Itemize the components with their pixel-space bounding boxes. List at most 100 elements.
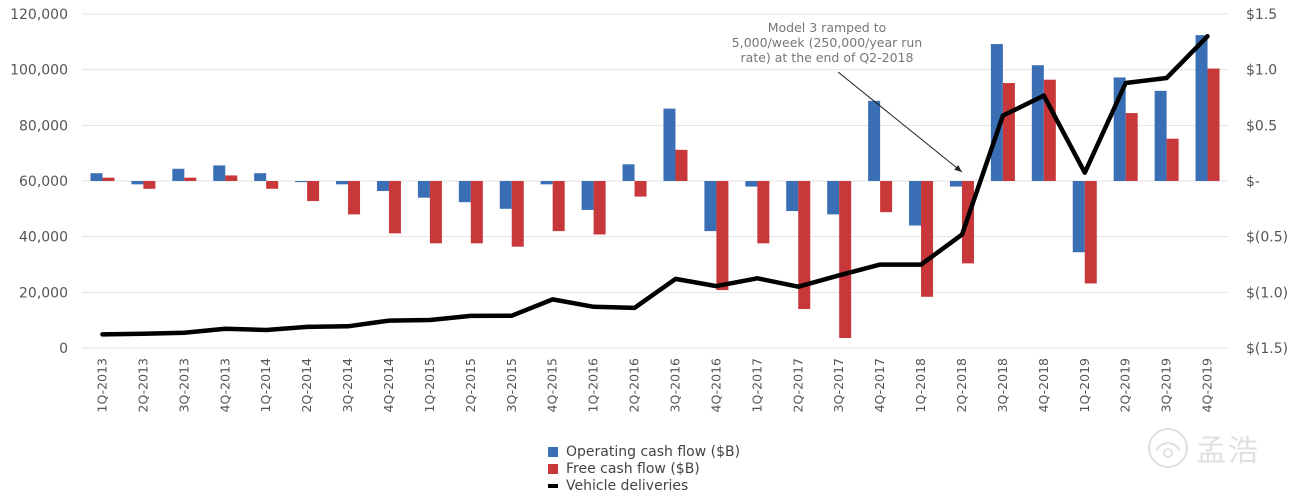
vehicle-deliveries-point	[264, 328, 269, 333]
legend-label-free: Free cash flow ($B)	[566, 460, 700, 477]
x-tick-label: 3Q-2015	[504, 358, 519, 412]
legend-label-deliveries: Vehicle deliveries	[566, 477, 689, 494]
x-tick-label: 3Q-2014	[340, 358, 355, 413]
x-tick-label: 3Q-2016	[667, 358, 682, 413]
chart-canvas: 020,00040,00060,00080,000100,000120,000 …	[10, 7, 1288, 413]
vehicle-deliveries-point	[346, 324, 351, 329]
operating-cash-flow-bar	[540, 181, 553, 185]
free-cash-flow-bar	[348, 181, 361, 215]
vehicle-deliveries-point	[182, 330, 187, 335]
right-tick-label: $-	[1246, 174, 1260, 190]
operating-cash-flow-bar	[868, 100, 881, 181]
x-tick-label: 3Q-2019	[1159, 358, 1174, 413]
deliveries-line-group	[100, 34, 1210, 337]
vehicle-deliveries-point	[796, 284, 801, 289]
free-cash-flow-bar	[593, 181, 606, 235]
operating-cash-flow-bar	[213, 165, 226, 181]
free-cash-flow-bar	[1207, 68, 1220, 181]
x-tick-label: 2Q-2018	[954, 358, 969, 413]
vehicle-deliveries-point	[1041, 93, 1046, 98]
free-cash-flow-bar	[1125, 113, 1138, 181]
operating-cash-flow-bar	[745, 181, 758, 187]
vehicle-deliveries-point	[305, 324, 310, 329]
free-cash-flow-bar	[1166, 138, 1179, 181]
x-tick-label: 2Q-2017	[790, 358, 805, 412]
vehicle-deliveries-line	[100, 34, 1210, 337]
legend-item-operating: Operating cash flow ($B)	[548, 443, 740, 460]
free-cash-flow-bar	[880, 181, 893, 213]
vehicle-deliveries-point	[223, 326, 228, 331]
operating-cash-flow-bar	[1072, 181, 1085, 253]
free-cash-flow-bar	[388, 181, 401, 234]
x-tick-label: 3Q-2017	[831, 358, 846, 412]
x-tick-label: 1Q-2017	[749, 358, 764, 412]
right-tick-label: $0.5	[1246, 118, 1277, 134]
vehicle-deliveries-point	[837, 273, 842, 278]
free-cash-flow-bar	[225, 175, 238, 181]
operating-cash-flow-bar	[295, 181, 308, 183]
x-tick-label: 4Q-2017	[872, 358, 887, 412]
vehicle-deliveries-point	[1205, 34, 1210, 39]
operating-cash-flow-bar	[909, 181, 922, 226]
watermark-text: 孟浩	[1196, 434, 1260, 469]
legend-label-operating: Operating cash flow ($B)	[566, 443, 741, 460]
vehicle-deliveries-point	[1164, 76, 1169, 81]
left-tick-label: 0	[59, 341, 68, 357]
operating-cash-flow-bar	[90, 173, 103, 181]
right-tick-label: $1.5	[1246, 7, 1277, 23]
operating-cash-flow-bar	[663, 108, 676, 181]
annotation-line-2: 5,000/week (250,000/year run	[732, 35, 922, 50]
left-tick-label: 100,000	[10, 63, 68, 79]
operating-cash-flow-bar	[336, 181, 349, 185]
operating-cash-flow-bar	[990, 44, 1003, 182]
free-cash-flow-bar	[102, 177, 115, 181]
x-axis-ticks: 1Q-2013 2Q-2013 3Q-2013 4Q-2013 1Q-2014 2Q-20…	[94, 358, 1214, 413]
free-cash-flow-bar	[511, 181, 524, 247]
right-tick-label: $(0.5)	[1246, 230, 1288, 246]
operating-cash-flow-bar	[949, 181, 962, 187]
x-tick-label: 2Q-2014	[299, 358, 314, 413]
x-tick-label: 4Q-2018	[1036, 358, 1051, 413]
x-tick-label: 4Q-2015	[545, 358, 560, 412]
vehicle-deliveries-point	[509, 313, 514, 318]
x-tick-label: 3Q-2013	[176, 358, 191, 412]
x-tick-label: 4Q-2019	[1200, 358, 1215, 413]
x-tick-label: 1Q-2014	[258, 358, 273, 413]
vehicle-deliveries-point	[386, 318, 391, 323]
operating-cash-flow-bar	[131, 181, 144, 185]
free-cash-flow-bar	[307, 181, 320, 202]
annotation-line-1: Model 3 ramped to	[768, 20, 887, 35]
watermark-logo-icon	[1148, 428, 1188, 468]
operating-cash-flow-bar	[499, 181, 512, 209]
right-axis-ticks: $(1.5) $(1.0) $(0.5) $- $0.5 $1.0 $1.5	[1246, 7, 1288, 357]
free-cash-flow-bar	[143, 181, 156, 189]
right-tick-label: $(1.0)	[1246, 285, 1288, 301]
operating-cash-flow-bar	[172, 168, 185, 181]
x-tick-label: 1Q-2019	[1077, 358, 1092, 413]
vehicle-deliveries-point	[1000, 113, 1005, 118]
x-tick-label: 1Q-2018	[913, 358, 928, 413]
operating-cash-flow-bar	[786, 181, 799, 212]
annotation: Model 3 ramped to 5,000/week (250,000/ye…	[732, 20, 963, 173]
left-tick-label: 120,000	[10, 7, 68, 23]
free-cash-flow-bar	[470, 181, 483, 244]
annotation-line-3: rate) at the end of Q2-2018	[741, 50, 914, 65]
vehicle-deliveries-point	[1082, 170, 1087, 175]
x-tick-label: 1Q-2013	[94, 358, 109, 412]
legend-swatch-operating	[548, 446, 558, 457]
free-cash-flow-bar	[266, 181, 279, 189]
free-cash-flow-bar	[184, 177, 197, 181]
x-tick-label: 1Q-2015	[422, 358, 437, 412]
left-tick-label: 80,000	[19, 118, 68, 134]
left-tick-label: 40,000	[19, 230, 68, 246]
left-axis-ticks: 0 20,000 40,000 60,000 80,000 100,000 120,000	[10, 7, 68, 357]
operating-cash-flow-bar	[1195, 35, 1208, 181]
operating-cash-flow-bar	[417, 181, 430, 198]
vehicle-deliveries-point	[100, 332, 105, 337]
right-tick-label: $1.0	[1246, 63, 1277, 79]
vehicle-deliveries-point	[468, 313, 473, 318]
right-tick-label: $(1.5)	[1246, 341, 1288, 357]
watermark: 孟浩	[1146, 426, 1260, 470]
x-tick-label: 2Q-2013	[135, 358, 150, 412]
vehicle-deliveries-point	[919, 262, 924, 267]
